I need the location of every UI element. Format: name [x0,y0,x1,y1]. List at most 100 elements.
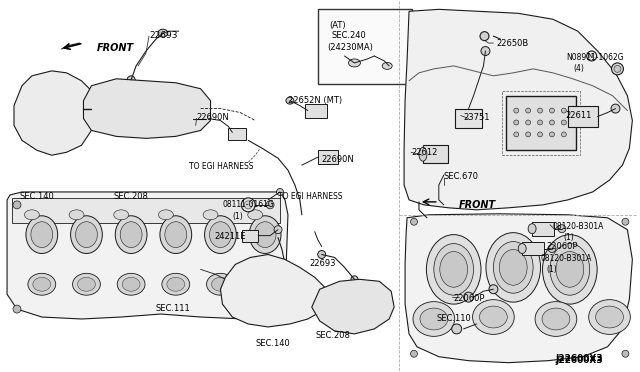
Ellipse shape [528,224,536,234]
Ellipse shape [286,97,294,104]
Ellipse shape [158,29,168,37]
Ellipse shape [525,108,531,113]
Text: J22600X3: J22600X3 [556,354,604,363]
Ellipse shape [127,76,135,84]
Ellipse shape [249,216,281,253]
Ellipse shape [266,305,274,313]
Ellipse shape [413,302,454,336]
Ellipse shape [244,201,252,209]
Bar [243,230,258,241]
Ellipse shape [26,216,58,253]
Bar [502,91,580,155]
Ellipse shape [543,235,597,304]
Text: 08111-0161G: 08111-0161G [223,200,274,209]
Text: FRONT: FRONT [459,200,496,210]
Ellipse shape [561,108,566,113]
Ellipse shape [185,115,193,122]
Bar [12,198,280,223]
Ellipse shape [160,216,191,253]
Ellipse shape [25,92,39,110]
Ellipse shape [114,210,129,220]
Bar [317,9,412,84]
Ellipse shape [45,87,59,105]
Ellipse shape [548,244,556,253]
Ellipse shape [26,119,38,132]
Text: TO EGI HARNESS: TO EGI HARNESS [278,192,342,201]
Ellipse shape [434,244,474,295]
Text: SEC.111: SEC.111 [156,304,191,313]
Text: 24211E: 24211E [214,232,246,241]
Ellipse shape [76,222,97,247]
Polygon shape [7,192,288,319]
Ellipse shape [115,216,147,253]
Bar [423,145,448,163]
Bar [228,128,246,140]
Ellipse shape [61,93,72,108]
Ellipse shape [205,216,236,253]
Ellipse shape [550,132,554,137]
Bar [532,222,554,235]
Ellipse shape [207,273,234,295]
Ellipse shape [248,210,262,220]
Text: TO EGI HARNESS: TO EGI HARNESS [189,162,253,171]
Ellipse shape [596,306,623,328]
Text: 22690N: 22690N [322,155,355,164]
Bar [506,96,576,150]
Ellipse shape [538,108,543,113]
Ellipse shape [622,218,629,225]
Text: 22690N: 22690N [196,113,229,122]
Text: FRONT: FRONT [97,43,134,53]
Ellipse shape [550,244,589,295]
Text: 22611: 22611 [566,110,592,119]
Text: 22060P: 22060P [454,294,485,303]
Ellipse shape [542,308,570,330]
Ellipse shape [587,51,596,61]
Text: N: N [587,53,592,59]
Ellipse shape [317,250,326,259]
Text: 22693: 22693 [310,259,336,269]
Ellipse shape [13,201,21,209]
Ellipse shape [77,277,95,291]
Ellipse shape [472,299,515,334]
Bar [305,104,326,118]
Text: SEC.140: SEC.140 [20,192,54,201]
Bar [568,106,598,128]
Polygon shape [312,279,394,334]
Polygon shape [404,9,632,210]
Text: SEC.240: SEC.240 [332,31,366,40]
Bar [454,109,483,128]
Ellipse shape [51,113,63,128]
Ellipse shape [266,201,274,209]
Bar [317,150,337,164]
Ellipse shape [72,273,100,295]
Ellipse shape [28,273,56,295]
Ellipse shape [611,104,620,113]
Ellipse shape [514,108,518,113]
Ellipse shape [31,222,52,247]
Text: SEC.140: SEC.140 [255,339,290,348]
Ellipse shape [212,277,229,291]
Ellipse shape [165,222,187,247]
Ellipse shape [525,132,531,137]
Ellipse shape [24,210,39,220]
Ellipse shape [13,305,21,313]
Text: 23751: 23751 [463,113,490,122]
Ellipse shape [276,189,284,195]
Ellipse shape [480,32,489,41]
Ellipse shape [420,308,448,330]
Ellipse shape [538,120,543,125]
Text: (1): (1) [232,212,243,221]
Ellipse shape [33,277,51,291]
Polygon shape [220,254,328,327]
Text: N08911-1062G: N08911-1062G [566,53,623,62]
Ellipse shape [351,276,358,283]
Polygon shape [83,79,211,138]
Ellipse shape [70,216,102,253]
Text: J22600X3: J22600X3 [556,356,604,365]
Ellipse shape [159,210,173,220]
Text: (1): (1) [546,265,557,275]
Text: SEC.670: SEC.670 [444,172,479,181]
Ellipse shape [241,198,255,212]
Ellipse shape [246,288,254,296]
Ellipse shape [410,350,417,357]
